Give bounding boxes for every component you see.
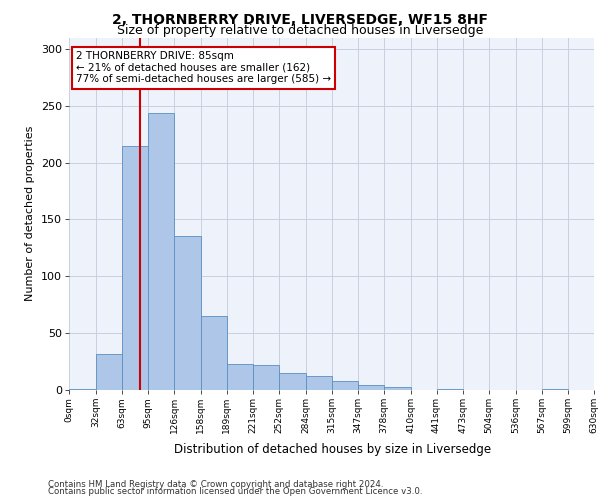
Text: 2, THORNBERRY DRIVE, LIVERSEDGE, WF15 8HF: 2, THORNBERRY DRIVE, LIVERSEDGE, WF15 8H… — [112, 12, 488, 26]
Bar — [305, 376, 331, 390]
Text: 2 THORNBERRY DRIVE: 85sqm
← 21% of detached houses are smaller (162)
77% of semi: 2 THORNBERRY DRIVE: 85sqm ← 21% of detac… — [76, 51, 331, 84]
Bar — [253, 365, 279, 390]
Bar — [331, 381, 358, 390]
Bar — [437, 389, 463, 390]
Y-axis label: Number of detached properties: Number of detached properties — [25, 126, 35, 302]
Text: Contains public sector information licensed under the Open Government Licence v3: Contains public sector information licen… — [48, 487, 422, 496]
Text: Size of property relative to detached houses in Liversedge: Size of property relative to detached ho… — [117, 24, 483, 37]
Bar — [121, 146, 148, 390]
Bar — [279, 373, 305, 390]
Text: Contains HM Land Registry data © Crown copyright and database right 2024.: Contains HM Land Registry data © Crown c… — [48, 480, 383, 489]
Text: Distribution of detached houses by size in Liversedge: Distribution of detached houses by size … — [175, 442, 491, 456]
Bar — [174, 236, 200, 390]
Bar — [148, 112, 174, 390]
Bar — [542, 389, 568, 390]
Bar — [200, 316, 227, 390]
Bar — [384, 386, 410, 390]
Bar — [95, 354, 121, 390]
Bar — [358, 386, 384, 390]
Bar — [227, 364, 253, 390]
Bar — [69, 389, 95, 390]
